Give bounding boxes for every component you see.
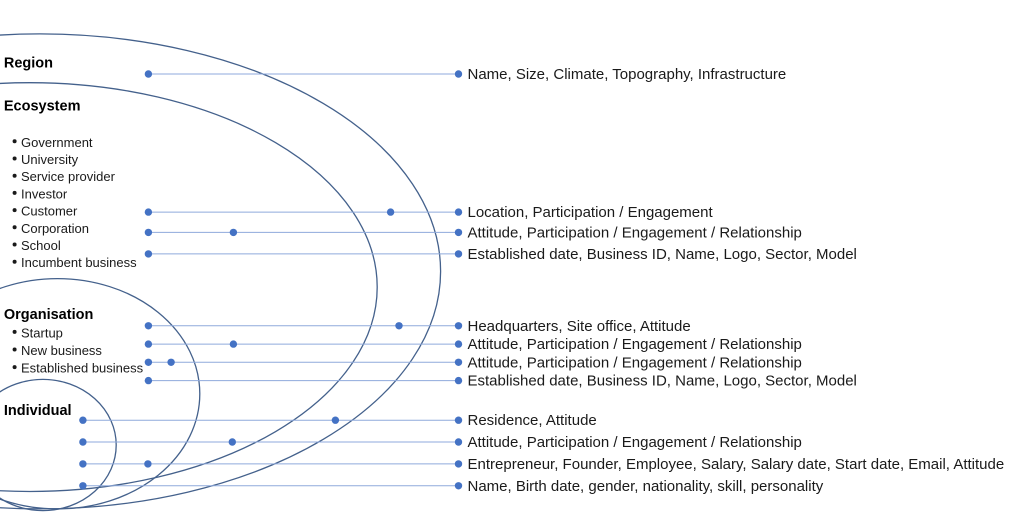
svg-text:Attitude, Participation / Enga: Attitude, Participation / Engagement / R… [468, 354, 802, 371]
svg-text:Government: Government [21, 135, 93, 150]
svg-text:University: University [21, 152, 79, 167]
svg-text:Organisation: Organisation [4, 307, 93, 323]
svg-text:Ecosystem: Ecosystem [4, 99, 81, 115]
svg-text:Incumbent business: Incumbent business [21, 255, 137, 270]
svg-text:Service provider: Service provider [21, 169, 116, 184]
svg-text:Startup: Startup [21, 325, 63, 340]
svg-text:Attitude, Participation / Enga: Attitude, Participation / Engagement / R… [468, 336, 802, 353]
svg-text:New business: New business [21, 343, 102, 358]
svg-text:Investor: Investor [21, 186, 68, 201]
svg-text:Established date, Business ID,: Established date, Business ID, Name, Log… [468, 373, 857, 390]
svg-text:Location, Participation / Enga: Location, Participation / Engagement [468, 204, 714, 221]
svg-text:Attitude, Participation / Enga: Attitude, Participation / Engagement / R… [468, 224, 802, 241]
svg-text:Corporation: Corporation [21, 221, 89, 236]
svg-text:Name, Birth date, gender, nati: Name, Birth date, gender, nationality, s… [468, 478, 824, 495]
svg-text:Individual: Individual [4, 403, 72, 419]
svg-text:Established business: Established business [21, 361, 144, 376]
svg-text:Entrepreneur, Founder, Employe: Entrepreneur, Founder, Employee, Salary,… [468, 456, 1005, 473]
svg-text:Established date, Business ID,: Established date, Business ID, Name, Log… [468, 246, 857, 263]
svg-text:Region: Region [4, 56, 53, 72]
svg-text:Customer: Customer [21, 204, 78, 219]
svg-text:Headquarters, Site office, Att: Headquarters, Site office, Attitude [468, 318, 691, 335]
svg-text:Name, Size, Climate, Topograph: Name, Size, Climate, Topography, Infrast… [468, 66, 787, 83]
svg-text:Residence, Attitude: Residence, Attitude [468, 412, 597, 429]
svg-text:Attitude, Participation / Enga: Attitude, Participation / Engagement / R… [468, 434, 802, 451]
svg-text:School: School [21, 238, 61, 253]
